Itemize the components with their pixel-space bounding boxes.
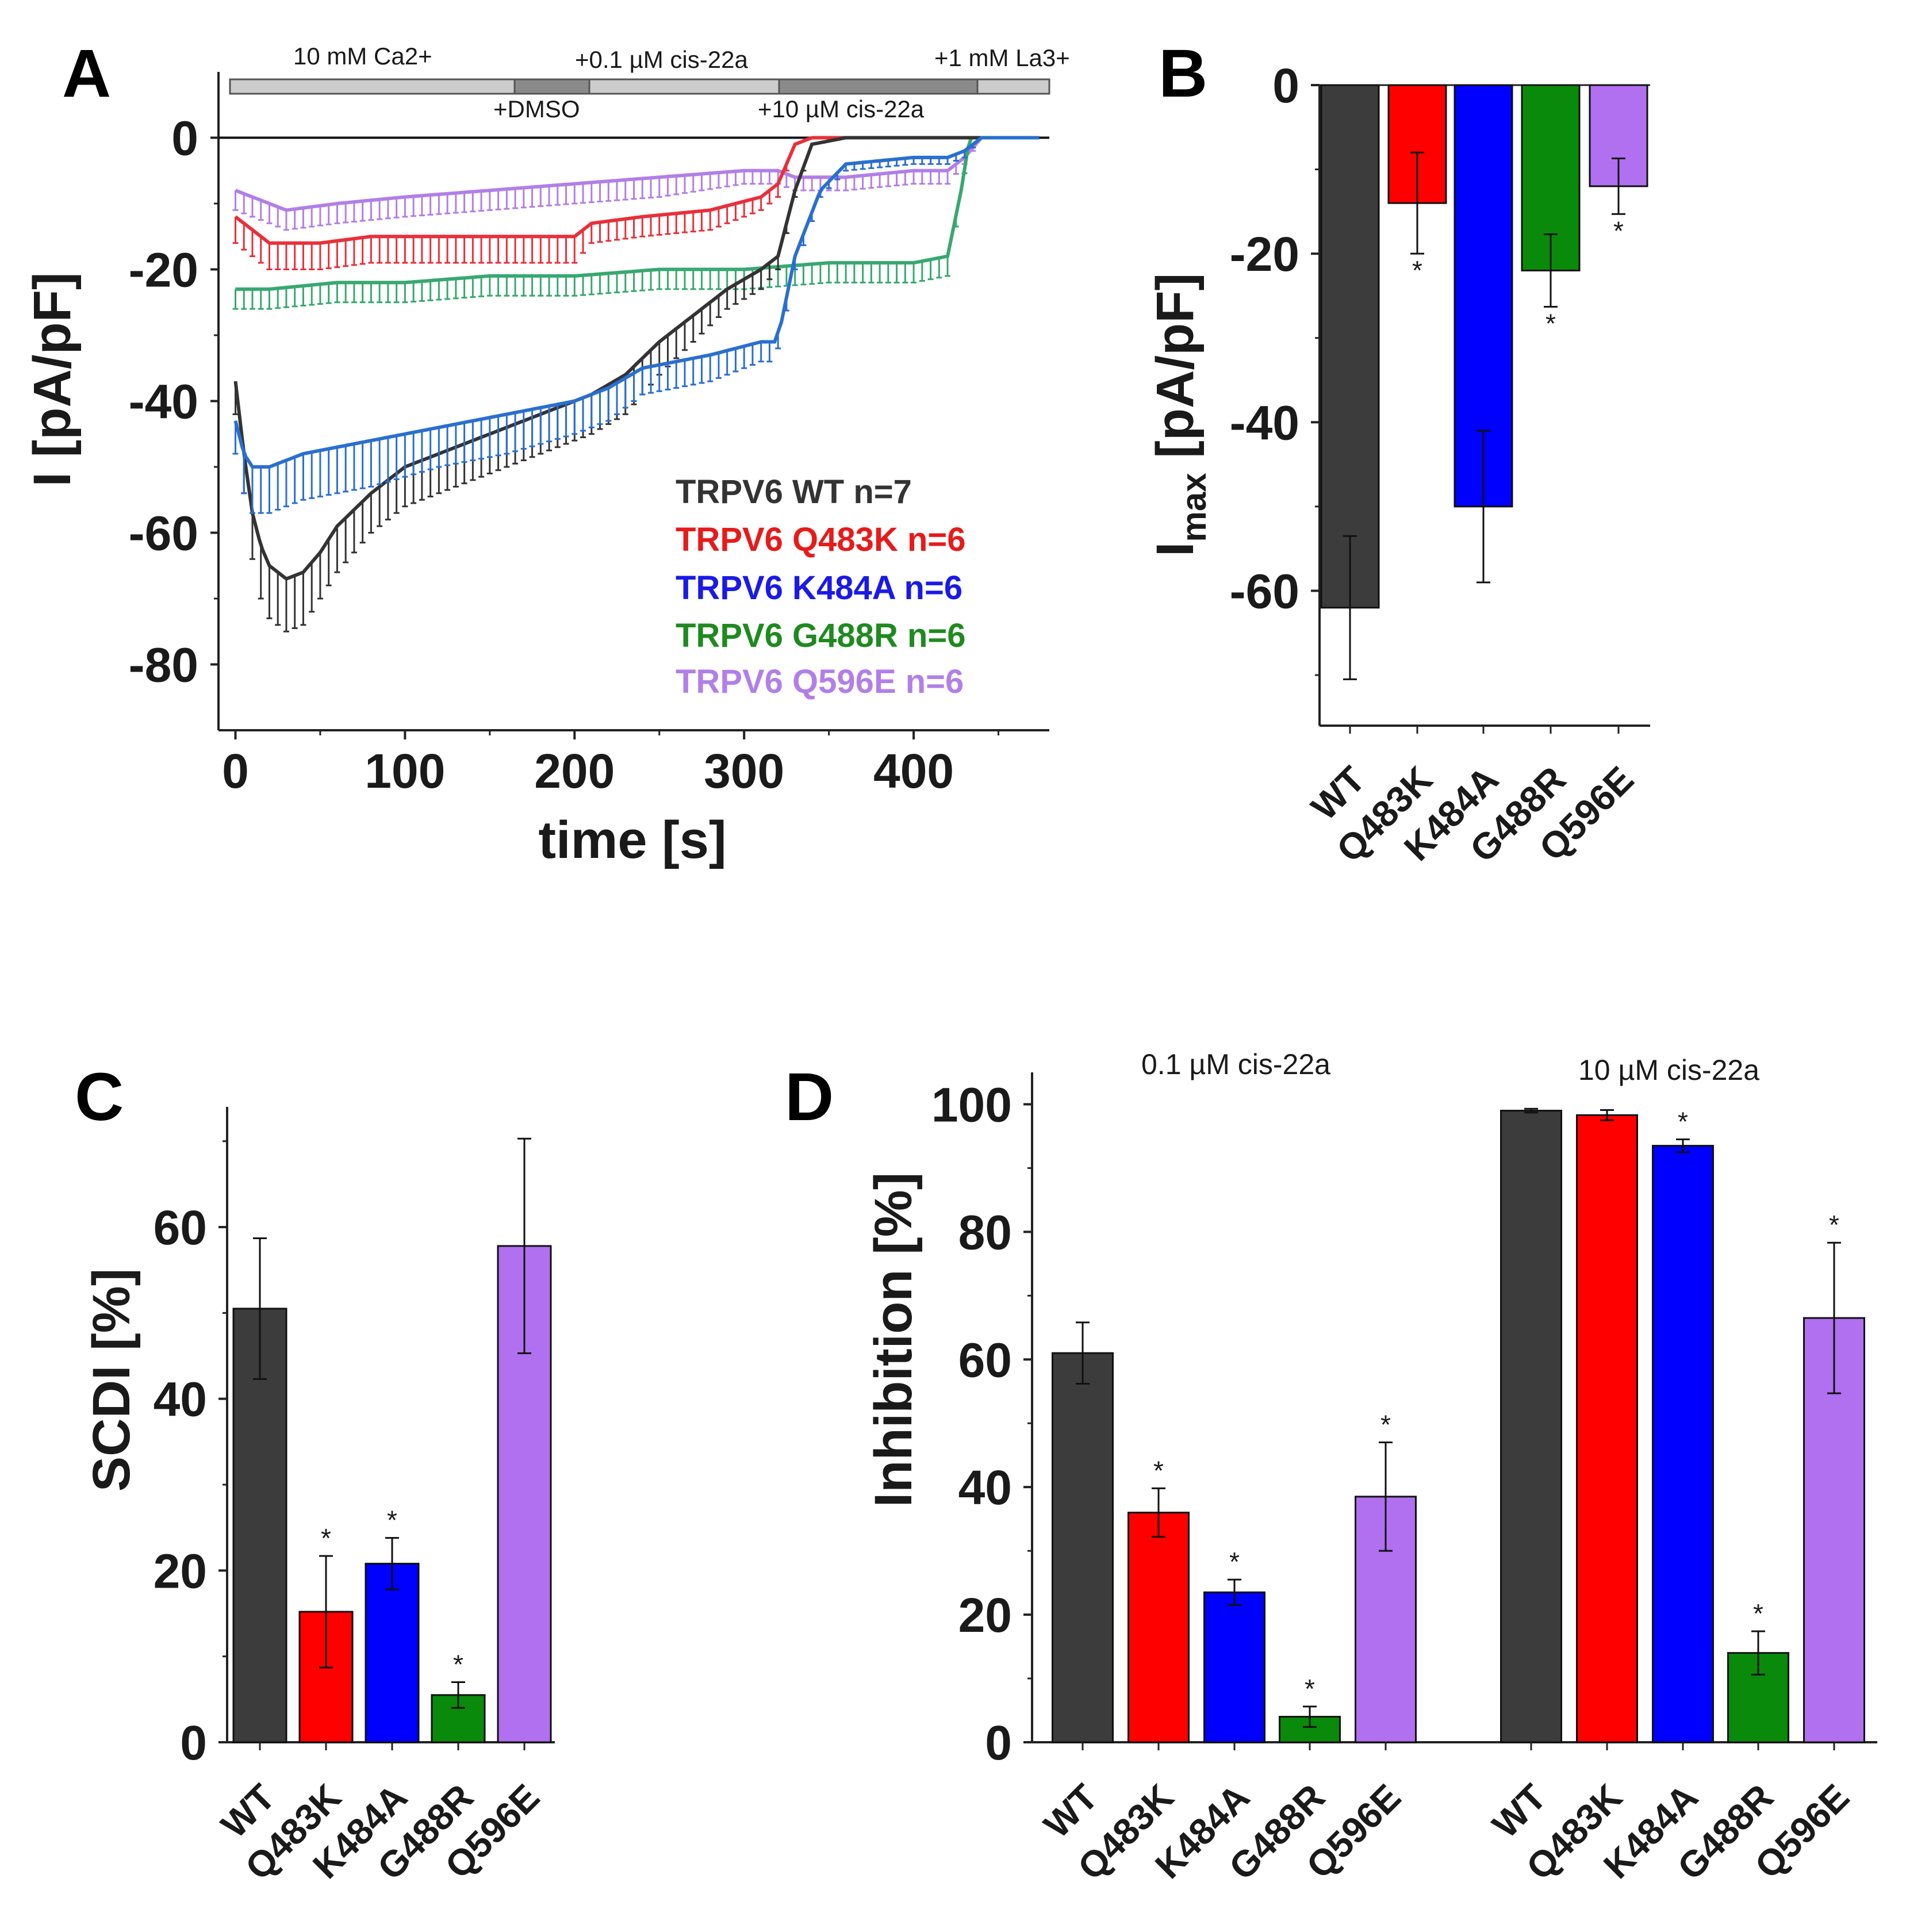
bar-dmso xyxy=(513,78,590,95)
bar-cis-low xyxy=(588,78,780,95)
panel-b-ylabel: Imax [pA/pF] xyxy=(1146,273,1213,557)
significance-star: * xyxy=(1380,1410,1391,1440)
trace-line xyxy=(235,136,1040,291)
significance-star: * xyxy=(1678,1107,1688,1137)
significance-star: * xyxy=(1305,1674,1315,1704)
series-q596e xyxy=(232,136,1040,231)
panel-a: A 10 mM Ca2+ +DMSO +0.1 µM cis-22a +10 µ… xyxy=(23,36,1070,869)
significance-star: * xyxy=(1153,1455,1164,1485)
panel-b-ylabel-main: I xyxy=(1146,542,1205,557)
y-tick-label: 0 xyxy=(180,1716,207,1770)
significance-star: * xyxy=(1412,255,1422,285)
y-tick-label: 20 xyxy=(154,1544,207,1598)
bar-q483k xyxy=(1128,1512,1190,1743)
bar-group-0: WT*Q483K*K484A*G488R*Q596E xyxy=(1036,1321,1417,1888)
panel-a-plot: 0 -20 -40 -60 -80 0 100 200 300 400 xyxy=(129,72,1049,798)
legend-q596e: TRPV6 Q596E n=6 xyxy=(676,663,964,700)
y-tick-label: 80 xyxy=(958,1205,1012,1259)
panel-a-letter: A xyxy=(62,36,111,112)
bar-cis-high xyxy=(778,78,979,95)
group-label-low: 0.1 µM cis-22a xyxy=(1141,1048,1330,1080)
bar-wt xyxy=(1052,1352,1114,1743)
label-la: +1 mM La3+ xyxy=(934,44,1070,71)
y-tick-label: -40 xyxy=(1230,396,1299,450)
significance-star: * xyxy=(321,1523,331,1553)
x-tick-label: 400 xyxy=(873,744,954,798)
x-tick-label: 300 xyxy=(704,744,784,798)
panel-d-plot: 0 20 40 60 80 100 WT*Q483K*K484A*G488R*Q596E WT… xyxy=(931,1072,1877,1888)
label-cis-low: +0.1 µM cis-22a xyxy=(575,46,748,73)
significance-star: * xyxy=(1545,309,1556,339)
y-tick-label: -40 xyxy=(129,375,198,429)
significance-star: * xyxy=(1613,216,1624,246)
y-tick-label: 20 xyxy=(958,1588,1012,1642)
y-tick-label: -80 xyxy=(129,638,198,692)
bar-la xyxy=(976,78,1050,95)
panel-d: D 0 20 40 60 80 100 WT*Q483K*K484A*G488R*Q596E… xyxy=(785,1048,1877,1888)
panel-b-ylabel-sub: max xyxy=(1175,473,1213,542)
label-dmso: +DMSO xyxy=(493,95,580,122)
bar-wt xyxy=(232,1308,287,1743)
significance-star: * xyxy=(1829,1210,1839,1240)
x-tick-label: 200 xyxy=(534,744,615,798)
bar-q483k xyxy=(1576,1114,1638,1743)
significance-star: * xyxy=(1229,1547,1240,1577)
panel-d-ylabel: Inhibition [%] xyxy=(864,1172,923,1508)
legend-wt: TRPV6 WT n=7 xyxy=(676,473,912,511)
label-cis-high: +10 µM cis-22a xyxy=(758,95,925,122)
y-tick-label: -60 xyxy=(1230,564,1299,618)
panel-c-ylabel: SCDI [%] xyxy=(82,1268,141,1492)
y-tick-label: -20 xyxy=(129,243,198,297)
significance-star: * xyxy=(453,1649,463,1679)
bar-k484a xyxy=(1203,1591,1265,1743)
legend-k484a: TRPV6 K484A n=6 xyxy=(676,569,962,607)
y-tick-label: 60 xyxy=(154,1201,207,1255)
panel-b-letter: B xyxy=(1159,36,1207,112)
bar-ca xyxy=(229,78,516,95)
y-tick-label: 60 xyxy=(958,1333,1012,1387)
y-tick-label: 100 xyxy=(931,1078,1012,1132)
significance-star: * xyxy=(387,1505,397,1535)
series-g488r xyxy=(232,136,1040,310)
x-tick-label: 100 xyxy=(365,744,445,798)
y-tick-label: 40 xyxy=(154,1373,207,1427)
trace-line xyxy=(234,136,1040,245)
series-wt xyxy=(232,136,1040,632)
trace-line xyxy=(235,136,1040,212)
trace-line xyxy=(233,136,1040,581)
significance-star: * xyxy=(1753,1598,1763,1628)
bar-wt xyxy=(1500,1110,1562,1743)
application-bars: 10 mM Ca2+ +DMSO +0.1 µM cis-22a +10 µM … xyxy=(229,43,1070,122)
panel-d-letter: D xyxy=(785,1059,834,1135)
y-tick-label: 0 xyxy=(985,1716,1012,1770)
y-tick-label: 0 xyxy=(171,112,198,166)
trace-line xyxy=(233,136,1040,469)
group-label-high: 10 µM cis-22a xyxy=(1578,1054,1759,1086)
panel-a-legend: TRPV6 WT n=7 TRPV6 Q483K n=6 TRPV6 K484A… xyxy=(676,473,966,700)
y-tick-label: 40 xyxy=(958,1460,1012,1515)
y-tick-label: -20 xyxy=(1230,227,1299,281)
bar-wt xyxy=(1320,84,1380,609)
panel-a-ylabel: I [pA/pF] xyxy=(23,273,82,487)
legend-g488r: TRPV6 G488R n=6 xyxy=(676,617,966,654)
series-k484a xyxy=(232,136,1040,514)
panel-b-ylabel-unit: [pA/pF] xyxy=(1146,273,1205,473)
label-ca: 10 mM Ca2+ xyxy=(293,43,432,70)
x-tick-label: 0 xyxy=(222,744,249,798)
bar-k484a xyxy=(365,1562,420,1743)
y-tick-label: -60 xyxy=(129,507,198,561)
panel-c-letter: C xyxy=(75,1059,124,1135)
legend-q483k: TRPV6 Q483K n=6 xyxy=(676,521,966,558)
panel-a-xlabel: time [s] xyxy=(538,811,726,869)
y-tick-label: 0 xyxy=(1272,59,1299,113)
bar-k484a xyxy=(1652,1145,1714,1743)
